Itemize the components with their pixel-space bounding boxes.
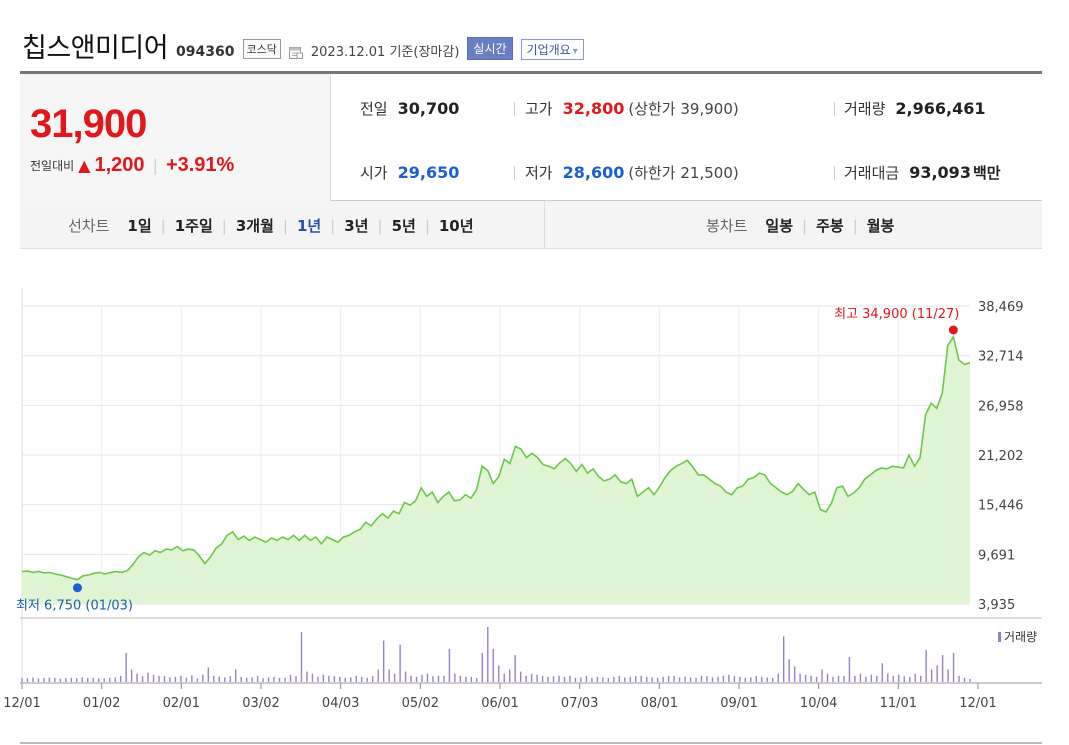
x-tick-label: 07/03 bbox=[561, 696, 598, 711]
chevron-down-icon: ▾ bbox=[572, 46, 578, 57]
divider bbox=[834, 166, 835, 180]
change-value: 1,200 bbox=[94, 154, 145, 176]
x-tick-label: 03/02 bbox=[242, 696, 279, 711]
low-annotation: 최저 6,750 (01/03) bbox=[16, 599, 133, 614]
candle-chart-tabs: 봉차트 일봉 | 주봉 | 월봉 bbox=[706, 216, 895, 236]
tab-1day[interactable]: 1일 bbox=[127, 217, 152, 235]
divider bbox=[20, 742, 1042, 744]
x-tick-label: 08/01 bbox=[641, 696, 678, 711]
company-name: 칩스앤미디어 bbox=[22, 33, 169, 64]
tab-5year[interactable]: 5년 bbox=[391, 217, 416, 235]
price-line bbox=[21, 334, 971, 581]
x-tick-label: 04/03 bbox=[322, 696, 359, 711]
x-tick-label: 12/01 bbox=[3, 696, 40, 711]
price-change: 전일대비 ▲ 1,200 | +3.91% bbox=[30, 154, 234, 177]
divider: | bbox=[152, 156, 158, 175]
stock-code: 094360 bbox=[176, 44, 235, 60]
x-tick-label: 11/01 bbox=[880, 696, 917, 711]
x-tick-label: 06/01 bbox=[481, 696, 518, 711]
y-tick-label: 32,714 bbox=[978, 350, 1024, 365]
current-price-box: 31,900 전일대비 ▲ 1,200 | +3.91% bbox=[20, 74, 331, 201]
current-price: 31,900 bbox=[30, 102, 147, 146]
x-tick-label: 05/02 bbox=[402, 696, 439, 711]
high-price: 고가 32,800 (상한가 39,900) bbox=[525, 99, 739, 118]
y-tick-label: 9,691 bbox=[978, 548, 1015, 563]
volume: 거래량 2,966,461 bbox=[844, 99, 986, 118]
stock-header: 칩스앤미디어 094360 코스닥 2023.12.01 기준(장마감) 실시간… bbox=[22, 26, 584, 66]
divider bbox=[544, 201, 545, 249]
open-price: 시가 29,650 bbox=[360, 163, 460, 182]
divider bbox=[834, 102, 835, 116]
tab-3year[interactable]: 3년 bbox=[344, 217, 369, 235]
line-chart-title: 선차트 bbox=[68, 217, 110, 235]
low-marker bbox=[72, 583, 82, 593]
y-tick-label: 3,935 bbox=[978, 598, 1015, 613]
y-tick-label: 15,446 bbox=[978, 499, 1024, 514]
divider bbox=[514, 102, 515, 116]
realtime-button[interactable]: 실시간 bbox=[467, 37, 513, 60]
reference-date: 2023.12.01 기준(장마감) bbox=[310, 45, 460, 60]
x-tick-label: 09/01 bbox=[720, 696, 757, 711]
price-area bbox=[22, 336, 970, 604]
y-tick-label: 38,469 bbox=[978, 300, 1024, 315]
prev-close: 전일 30,700 bbox=[360, 99, 460, 118]
x-tick-label: 10/04 bbox=[800, 696, 837, 711]
y-tick-label: 21,202 bbox=[978, 449, 1024, 464]
tab-daily-candle[interactable]: 일봉 bbox=[765, 217, 794, 235]
chart-tabs: 선차트 1일 | 1주일 | 3개월 | 1년 | 3년 | 5년 | 10년 … bbox=[20, 201, 1042, 249]
x-tick-label: 12/01 bbox=[959, 696, 996, 711]
company-info-dropdown[interactable]: 기업개요 ▾ bbox=[520, 39, 584, 60]
market-badge: 코스닥 bbox=[242, 39, 281, 59]
candle-chart-title: 봉차트 bbox=[706, 217, 748, 235]
tab-1year[interactable]: 1년 bbox=[296, 217, 322, 235]
volume-legend-swatch bbox=[998, 632, 1001, 642]
high-marker bbox=[948, 325, 958, 335]
x-tick-label: 02/01 bbox=[163, 696, 200, 711]
price-chart: 38,469 32,714 26,958 21,202 15,446 9,691 3,935… bbox=[3, 288, 1042, 711]
tab-3month[interactable]: 3개월 bbox=[235, 217, 274, 235]
volume-legend: 거래량 bbox=[1004, 630, 1037, 644]
trading-amount: 거래대금 93,093 백만 bbox=[844, 163, 1001, 182]
low-price: 저가 28,600 (하한가 21,500) bbox=[525, 163, 739, 182]
high-annotation: 최고 34,900 (11/27) bbox=[834, 307, 959, 322]
calendar-icon bbox=[288, 47, 303, 59]
tab-weekly-candle[interactable]: 주봉 bbox=[816, 217, 844, 235]
tab-monthly-candle[interactable]: 월봉 bbox=[866, 217, 895, 235]
tab-1week[interactable]: 1주일 bbox=[174, 217, 213, 235]
x-tick-label: 01/02 bbox=[83, 696, 120, 711]
up-arrow-icon: ▲ bbox=[78, 156, 91, 175]
line-chart-tabs: 선차트 1일 | 1주일 | 3개월 | 1년 | 3년 | 5년 | 10년 bbox=[68, 216, 474, 236]
price-summary: 31,900 전일대비 ▲ 1,200 | +3.91% 전일 30,700 고… bbox=[20, 71, 1042, 201]
change-percent: +3.91% bbox=[165, 154, 235, 176]
y-tick-label: 26,958 bbox=[978, 399, 1024, 414]
tab-10year[interactable]: 10년 bbox=[438, 217, 474, 235]
change-label: 전일대비 bbox=[30, 159, 75, 173]
divider bbox=[514, 166, 515, 180]
